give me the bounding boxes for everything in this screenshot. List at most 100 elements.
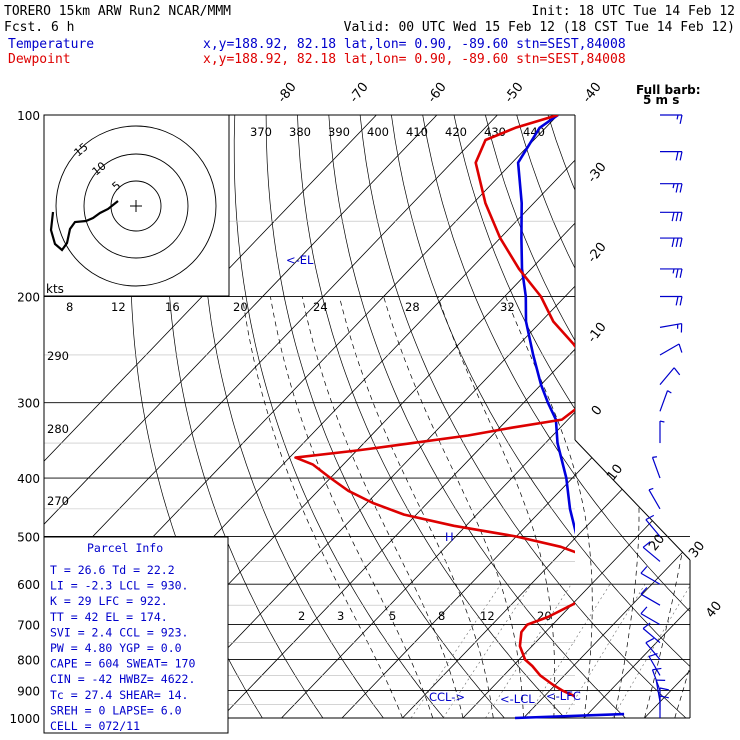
- barb-feather: [676, 114, 679, 120]
- mixing-ratio-label: 5: [389, 609, 396, 623]
- el-marker: <-EL: [286, 253, 314, 267]
- pressure-label: 1000: [9, 712, 40, 726]
- wind-barb: [660, 183, 683, 193]
- mixing-ratio-label: 2: [298, 609, 305, 623]
- parcel-info-row: TT = 42 EL = 174.: [50, 610, 168, 624]
- barb-feather: [645, 637, 655, 644]
- barb-feather: [679, 151, 683, 161]
- barb-shaft: [645, 642, 661, 660]
- wetbulb-label: 20: [233, 300, 248, 314]
- barb-feather: [672, 183, 675, 189]
- wind-barb: [660, 268, 683, 278]
- barb-feather: [679, 183, 683, 193]
- moist-adiabat: [674, 296, 690, 718]
- parcel-info-row: SREH = 0 LAPSE= 6.0: [50, 703, 182, 717]
- dry-adiabat-label: 270: [47, 494, 69, 508]
- mixing-ratio-label: 8: [438, 609, 445, 623]
- barb-feather: [659, 420, 665, 423]
- mixing-ratio-label: 3: [337, 609, 344, 623]
- temperature-curve-surface: [514, 712, 625, 720]
- isotherm-line: [44, 115, 438, 718]
- theta-label: 380: [289, 125, 311, 139]
- mixing-ratio-label: 12: [480, 609, 495, 623]
- parcel-info-row: CIN = -42 HWBZ= 4622.: [50, 672, 195, 686]
- wind-barb: [660, 211, 683, 222]
- wind-barb: [642, 541, 661, 562]
- barb-feather: [675, 296, 679, 306]
- temperature-location: x,y=188.92, 82.18 lat,lon= 0.90, -89.60 …: [203, 37, 626, 52]
- parcel-info-rows: T = 26.6 Td = 22.2 LI = -2.3 LCL = 930.K …: [50, 563, 195, 733]
- mixing-ratio-line: [442, 584, 532, 718]
- isotherm-line: [462, 115, 690, 718]
- dry-adiabat: [453, 115, 690, 718]
- barb-feather: [659, 687, 669, 691]
- lfc-marker: <-LFC: [546, 689, 581, 703]
- dry-adiabat: [200, 115, 394, 718]
- barb-feather: [640, 606, 648, 614]
- dry-adiabat-label: 290: [47, 349, 69, 363]
- pressure-label: 900: [17, 684, 40, 698]
- wind-barb: [659, 322, 683, 333]
- dewpoint-location: x,y=188.92, 82.18 lat,lon= 0.90, -89.60 …: [203, 52, 626, 67]
- mixing-ratio-line: [526, 584, 611, 718]
- pressure-label: 600: [17, 578, 40, 592]
- wind-barb: [659, 420, 665, 444]
- wetbulb-label: 28: [405, 300, 420, 314]
- dry-adiabat: [359, 115, 690, 718]
- isotherm-line: [220, 115, 690, 718]
- pressure-label: 700: [17, 619, 40, 633]
- parcel-info-row: CAPE = 604 SWEAT= 170: [50, 657, 195, 671]
- mixing-ratio-line: [563, 584, 646, 718]
- barb-shaft: [648, 656, 661, 676]
- wind-barb: [640, 606, 661, 626]
- h-marker: H: [445, 530, 454, 544]
- dry-adiabat: [233, 115, 455, 718]
- wind-barb: [659, 343, 683, 356]
- lcl-marker: <-LCL: [500, 692, 535, 706]
- barb-shaft: [655, 680, 661, 702]
- theta-label: 370: [250, 125, 272, 139]
- mixing-ratio-line: [485, 584, 572, 718]
- isotherm-line: [281, 115, 690, 718]
- wind-barb: [660, 114, 683, 124]
- barb-feather: [675, 268, 679, 278]
- parcel-info-row: CELL = 072/11: [50, 719, 140, 733]
- barb-shaft: [642, 546, 661, 562]
- barb-feather: [652, 456, 658, 458]
- mixing-ratio-line: [612, 584, 690, 718]
- barb-shaft: [640, 572, 661, 585]
- temperature-curve: [516, 115, 575, 535]
- model-title: TORERO 15km ARW Run2 NCAR/MMM: [4, 4, 231, 19]
- barb-feather: [672, 268, 675, 274]
- barb-feather: [648, 487, 654, 491]
- barb-feather: [642, 622, 651, 629]
- hodograph-ring: [55, 125, 217, 287]
- init-time: Init: 18 UTC Tue 14 Feb 12: [532, 4, 736, 19]
- barb-feather: [642, 541, 651, 548]
- barb-feather: [640, 587, 648, 595]
- barb-feather: [679, 296, 683, 306]
- frame-diagonal: [574, 439, 691, 561]
- barb-scale-label: Full barb:: [636, 83, 701, 97]
- barb-feather: [679, 212, 683, 222]
- barb-feather: [679, 237, 683, 248]
- dry-adiabat: [297, 115, 578, 718]
- theta-label: 420: [445, 125, 467, 139]
- isotherm-line: [402, 115, 690, 718]
- moist-adiabat: [301, 296, 464, 718]
- pressure-label: 200: [17, 291, 40, 305]
- dry-adiabat: [328, 115, 639, 718]
- hodograph-ring: [83, 153, 189, 259]
- barb-shaft: [659, 322, 682, 328]
- barb-feather: [671, 237, 675, 248]
- hodograph-trace: [49, 200, 119, 252]
- barb-feather: [640, 566, 648, 574]
- parcel-info-row: PW = 4.80 YGP = 0.0: [50, 641, 182, 655]
- barb-feather: [645, 514, 655, 521]
- parcel-info-title: Parcel Info: [87, 541, 163, 555]
- hodograph-kts-label: kts: [46, 282, 64, 296]
- wetbulb-label: 24: [313, 300, 328, 314]
- isotherm-line: [583, 115, 690, 718]
- wind-barb: [659, 367, 681, 386]
